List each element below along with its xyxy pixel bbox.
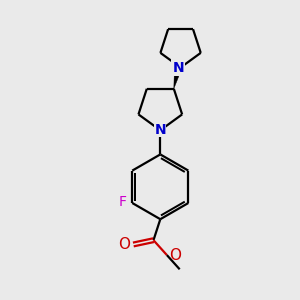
Polygon shape	[174, 67, 182, 89]
Text: O: O	[118, 237, 130, 252]
Text: N: N	[172, 61, 184, 74]
Text: N: N	[154, 123, 166, 137]
Text: F: F	[119, 195, 127, 209]
Text: O: O	[169, 248, 181, 262]
